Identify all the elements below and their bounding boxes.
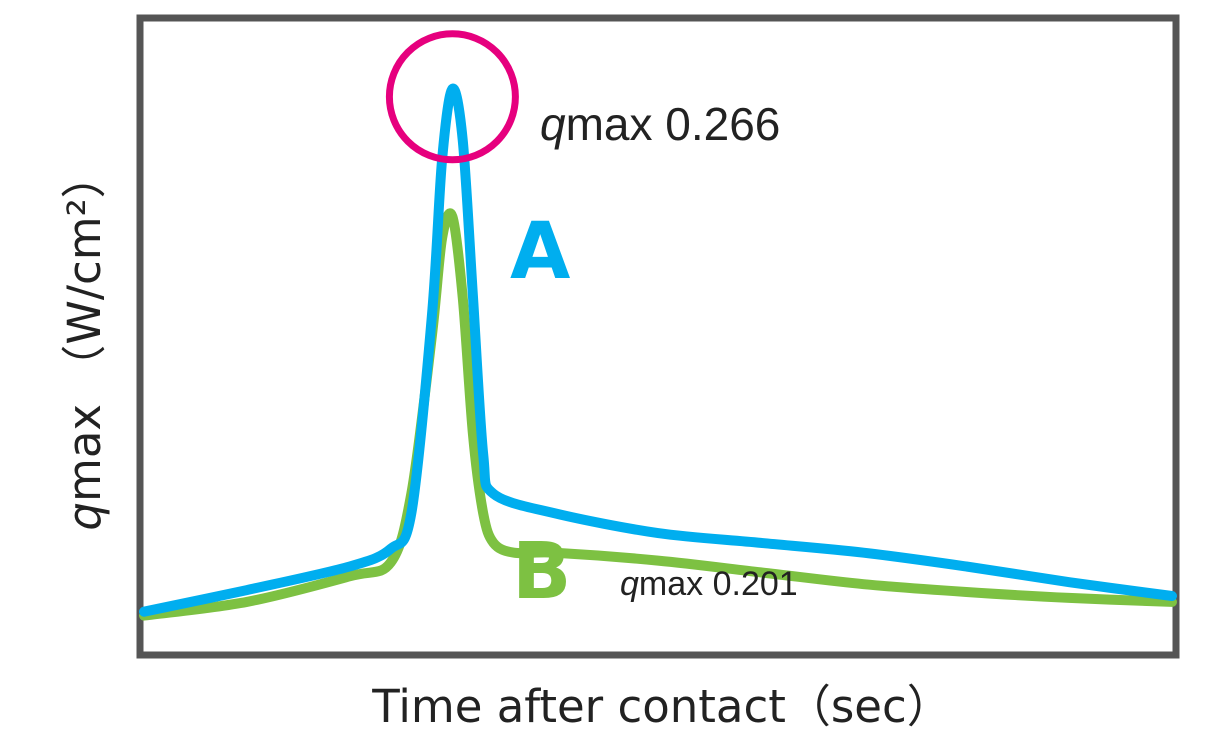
- x-axis-title: Time after contact（sec）: [371, 680, 951, 733]
- annotation-a-q: q: [540, 98, 566, 150]
- annotation-b-q: q: [620, 565, 639, 603]
- y-axis-title-q: q: [58, 502, 111, 531]
- series-line-b: [139, 208, 1177, 621]
- annotation-b-value: max 0.201: [639, 565, 798, 603]
- y-axis-title: qmax （W/cm²）: [58, 153, 111, 530]
- series-line-a: [139, 83, 1177, 617]
- peak-highlight-circle: [385, 30, 519, 164]
- plot-frame: [136, 14, 1180, 659]
- series-label-a: A: [510, 207, 570, 297]
- annotation-b: qmax 0.201: [620, 565, 798, 603]
- annotation-a: qmax 0.266: [540, 98, 780, 150]
- series-label-b: B: [512, 527, 571, 617]
- y-axis-title-rest: max （W/cm²）: [58, 153, 111, 502]
- series-lines: [139, 83, 1177, 621]
- annotation-a-value: max 0.266: [566, 98, 781, 150]
